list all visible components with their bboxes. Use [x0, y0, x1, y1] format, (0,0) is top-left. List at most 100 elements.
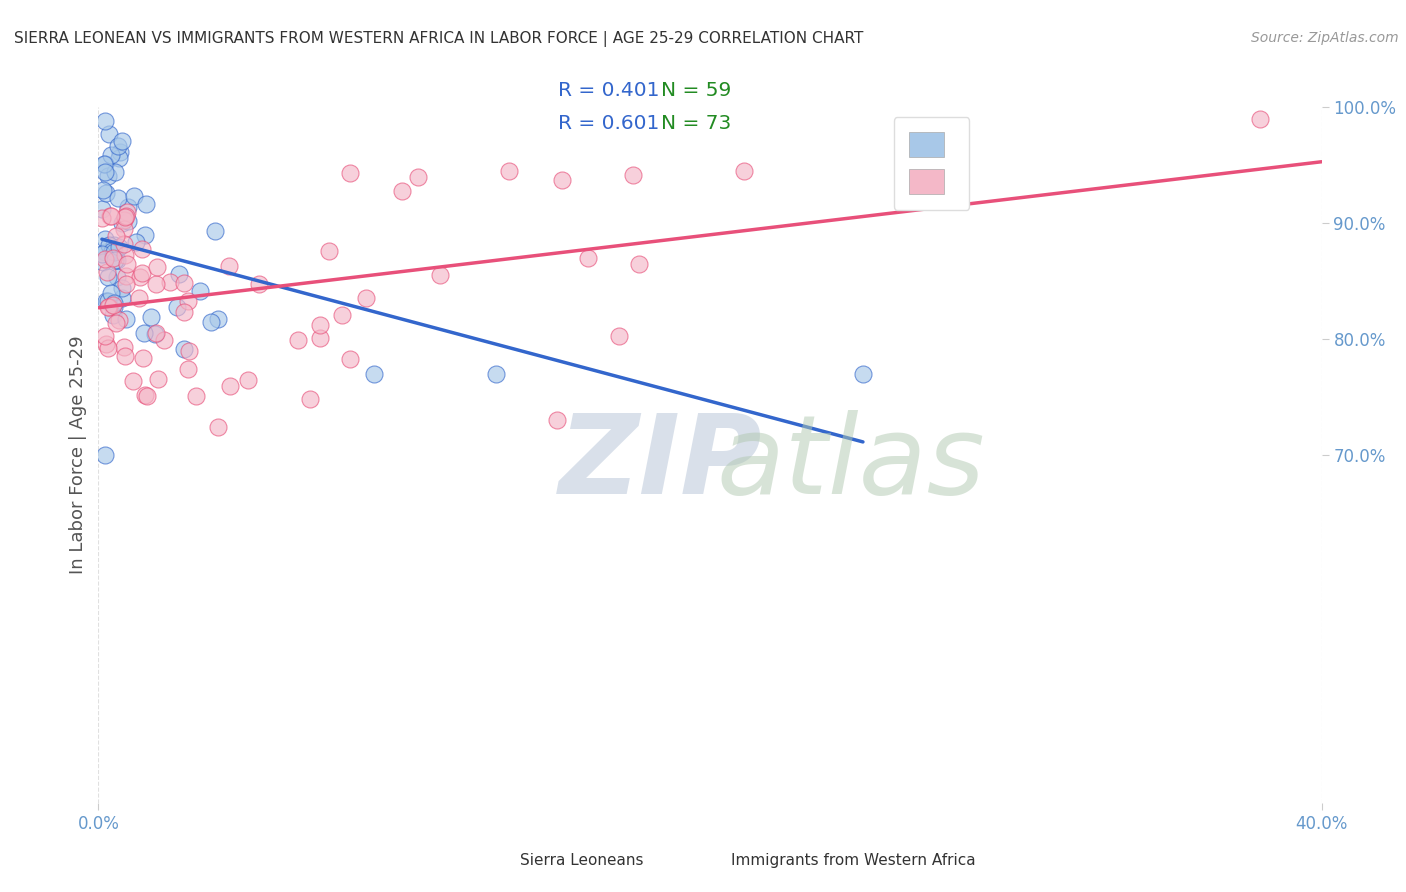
Point: [167, 267, 190, 281]
Point: [103, 244, 125, 259]
Point: [90, 202, 112, 216]
Point: [112, 212, 135, 227]
Point: [111, 281, 134, 295]
Point: [363, 367, 385, 381]
Point: [188, 284, 211, 298]
Point: [112, 237, 135, 252]
Point: [238, 373, 260, 387]
Text: atlas: atlas: [716, 410, 986, 517]
Point: [131, 242, 153, 256]
Point: [93, 157, 115, 171]
Point: [107, 138, 129, 153]
Point: [101, 308, 124, 322]
Point: [100, 148, 122, 162]
Legend: , : ,: [894, 117, 969, 210]
Point: [101, 244, 124, 258]
Point: [97, 342, 120, 356]
Point: [115, 269, 138, 284]
Point: [117, 257, 139, 271]
Point: [94, 244, 117, 259]
Point: [121, 374, 143, 388]
Point: [93, 448, 115, 462]
Text: Immigrants from Western Africa: Immigrants from Western Africa: [731, 854, 976, 868]
Point: [128, 291, 150, 305]
Point: [100, 209, 122, 223]
Point: [96, 265, 118, 279]
Point: [91, 183, 114, 197]
Y-axis label: In Labor Force | Age 25-29: In Labor Force | Age 25-29: [69, 335, 87, 574]
Point: [146, 372, 169, 386]
Point: [287, 334, 309, 348]
Point: [207, 420, 229, 434]
Point: [128, 269, 150, 284]
Point: [103, 300, 125, 314]
Point: [97, 169, 120, 184]
Text: ZIP: ZIP: [560, 410, 762, 517]
Point: [429, 268, 451, 282]
Point: [94, 165, 117, 179]
Point: [98, 209, 121, 223]
Point: [339, 351, 361, 366]
Point: [136, 389, 159, 403]
Point: [125, 235, 148, 249]
Point: [104, 228, 127, 243]
Point: [94, 114, 117, 128]
Point: [108, 145, 131, 160]
Point: [122, 189, 145, 203]
Point: [91, 247, 114, 261]
Text: Sierra Leoneans: Sierra Leoneans: [520, 854, 644, 868]
Point: [173, 276, 195, 290]
Point: [90, 211, 112, 226]
Point: [139, 310, 162, 324]
Point: [94, 336, 117, 351]
Point: [145, 277, 167, 291]
Point: [111, 216, 134, 230]
Point: [94, 232, 117, 246]
Point: [498, 164, 520, 178]
Point: [219, 379, 242, 393]
Point: [607, 329, 630, 343]
Point: [309, 331, 332, 345]
Point: [105, 253, 128, 268]
Point: [391, 184, 413, 198]
Point: [145, 326, 167, 340]
Point: [132, 351, 155, 365]
Point: [204, 224, 226, 238]
Point: [173, 305, 195, 319]
Point: [97, 300, 120, 314]
Point: [94, 294, 117, 309]
Point: [153, 334, 176, 348]
Point: [406, 170, 429, 185]
Point: [159, 275, 181, 289]
Point: [309, 318, 332, 332]
Point: [551, 173, 574, 187]
Point: [94, 186, 117, 200]
Point: [330, 308, 353, 322]
Point: [100, 285, 122, 300]
Point: [485, 367, 508, 381]
Point: [132, 326, 155, 340]
Point: [184, 388, 207, 402]
Point: [177, 362, 200, 376]
Point: [173, 342, 195, 356]
Point: [114, 210, 136, 224]
Point: [852, 367, 875, 381]
Text: R = 0.601: R = 0.601: [558, 113, 659, 133]
Point: [108, 240, 131, 254]
Point: [97, 269, 120, 284]
Point: [134, 388, 156, 402]
Point: [108, 151, 131, 165]
Point: [200, 315, 222, 329]
Point: [91, 255, 114, 269]
Point: [115, 205, 138, 219]
Point: [318, 244, 340, 259]
Text: Source: ZipAtlas.com: Source: ZipAtlas.com: [1251, 31, 1399, 45]
Text: SIERRA LEONEAN VS IMMIGRANTS FROM WESTERN AFRICA IN LABOR FORCE | AGE 25-29 CORR: SIERRA LEONEAN VS IMMIGRANTS FROM WESTER…: [14, 31, 863, 47]
Point: [111, 134, 134, 148]
Point: [94, 329, 117, 343]
Point: [176, 294, 198, 309]
Point: [218, 259, 240, 273]
Point: [98, 238, 121, 252]
Point: [103, 298, 125, 312]
Point: [299, 392, 322, 406]
